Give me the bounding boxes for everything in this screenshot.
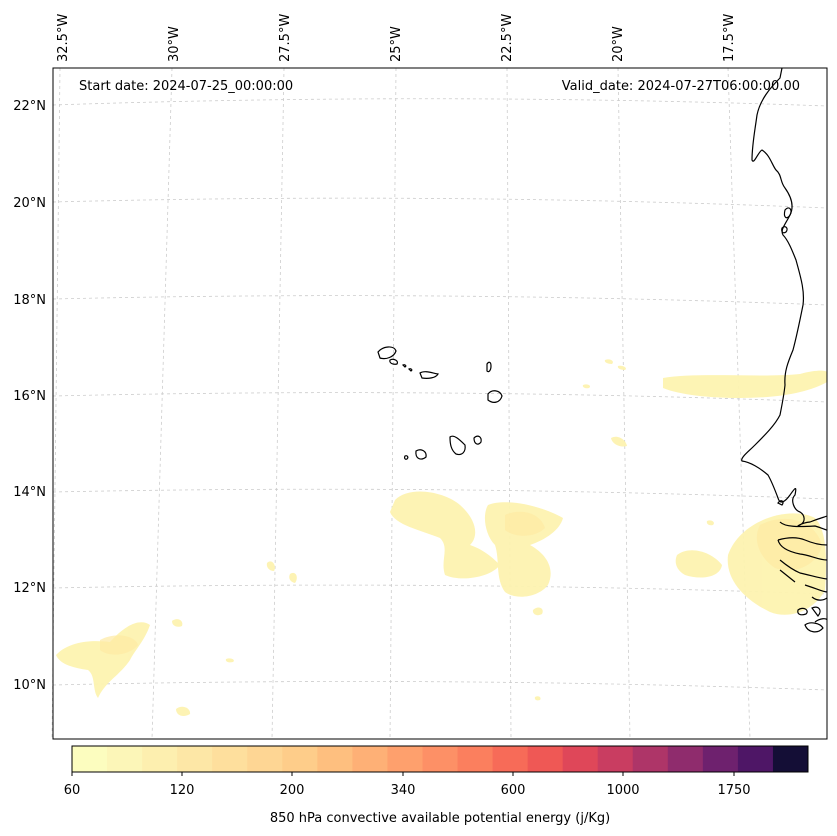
lon-label-22-5w: 22.5°W [500, 14, 515, 62]
colorbar-ticks [71, 772, 735, 776]
colorbar-frame [71, 745, 809, 773]
colorbar-swatch [317, 746, 353, 772]
cbar-tick-200: 200 [280, 783, 305, 798]
lat-label-20n: 20°N [13, 196, 46, 211]
cape-field-core [100, 511, 822, 655]
colorbar [72, 746, 809, 772]
colorbar-swatch [247, 746, 283, 772]
colorbar-swatch [387, 746, 423, 772]
cbar-tick-60: 60 [64, 783, 81, 798]
colorbar-swatch [562, 746, 599, 772]
lat-label-12n: 12°N [13, 581, 46, 596]
lon-label-25w: 25°W [389, 26, 404, 62]
colorbar-swatch [282, 746, 318, 772]
cbar-tick-1750: 1750 [717, 783, 750, 798]
colorbar-swatch [772, 746, 809, 772]
lat-label-16n: 16°N [13, 389, 46, 404]
start-date-label: Start date: 2024-07-25_00:00:00 [79, 79, 293, 94]
latitude-gridlines [52, 98, 828, 691]
colorbar-swatch [737, 746, 774, 772]
cbar-tick-600: 600 [501, 783, 526, 798]
colorbar-swatch [107, 746, 143, 772]
map-frame [52, 67, 828, 740]
lon-label-20w: 20°W [611, 26, 626, 62]
longitude-labels: 32.5°W 30°W 27.5°W 25°W 22.5°W 20°W 17.5… [56, 14, 737, 62]
colorbar-swatch [527, 746, 564, 772]
colorbar-swatch [702, 746, 739, 772]
cbar-tick-1000: 1000 [606, 783, 639, 798]
lon-label-27-5w: 27.5°W [278, 14, 293, 62]
colorbar-title: 850 hPa convective available potential e… [270, 811, 610, 826]
lon-label-30w: 30°W [167, 26, 182, 62]
colorbar-tick-labels: 60 120 200 340 600 1000 1750 [64, 783, 751, 798]
lat-label-14n: 14°N [13, 485, 46, 500]
african-coastline [741, 67, 828, 633]
lat-label-18n: 18°N [13, 293, 46, 308]
colorbar-swatch [632, 746, 669, 772]
colorbar-swatch [72, 746, 108, 772]
cbar-tick-340: 340 [391, 783, 416, 798]
colorbar-swatch [597, 746, 634, 772]
cbar-tick-120: 120 [170, 783, 195, 798]
map-background [53, 68, 827, 739]
latitude-labels: 22°N 20°N 18°N 16°N 14°N 12°N 10°N [13, 99, 46, 693]
cape-verde-islands [377, 346, 503, 460]
lat-label-10n: 10°N [13, 678, 46, 693]
lon-label-17-5w: 17.5°W [722, 14, 737, 62]
colorbar-swatch [177, 746, 213, 772]
colorbar-swatch [352, 746, 388, 772]
colorbar-swatch [212, 746, 248, 772]
valid-date-label: Valid_date: 2024-07-27T06:00:00.00 [562, 79, 800, 94]
colorbar-swatch [492, 746, 529, 772]
colorbar-swatch [457, 746, 494, 772]
colorbar-swatch [422, 746, 459, 772]
colorbar-swatch [667, 746, 704, 772]
lat-label-22n: 22°N [13, 99, 46, 114]
lon-label-32-5w: 32.5°W [56, 14, 71, 62]
colorbar-swatch [142, 746, 178, 772]
